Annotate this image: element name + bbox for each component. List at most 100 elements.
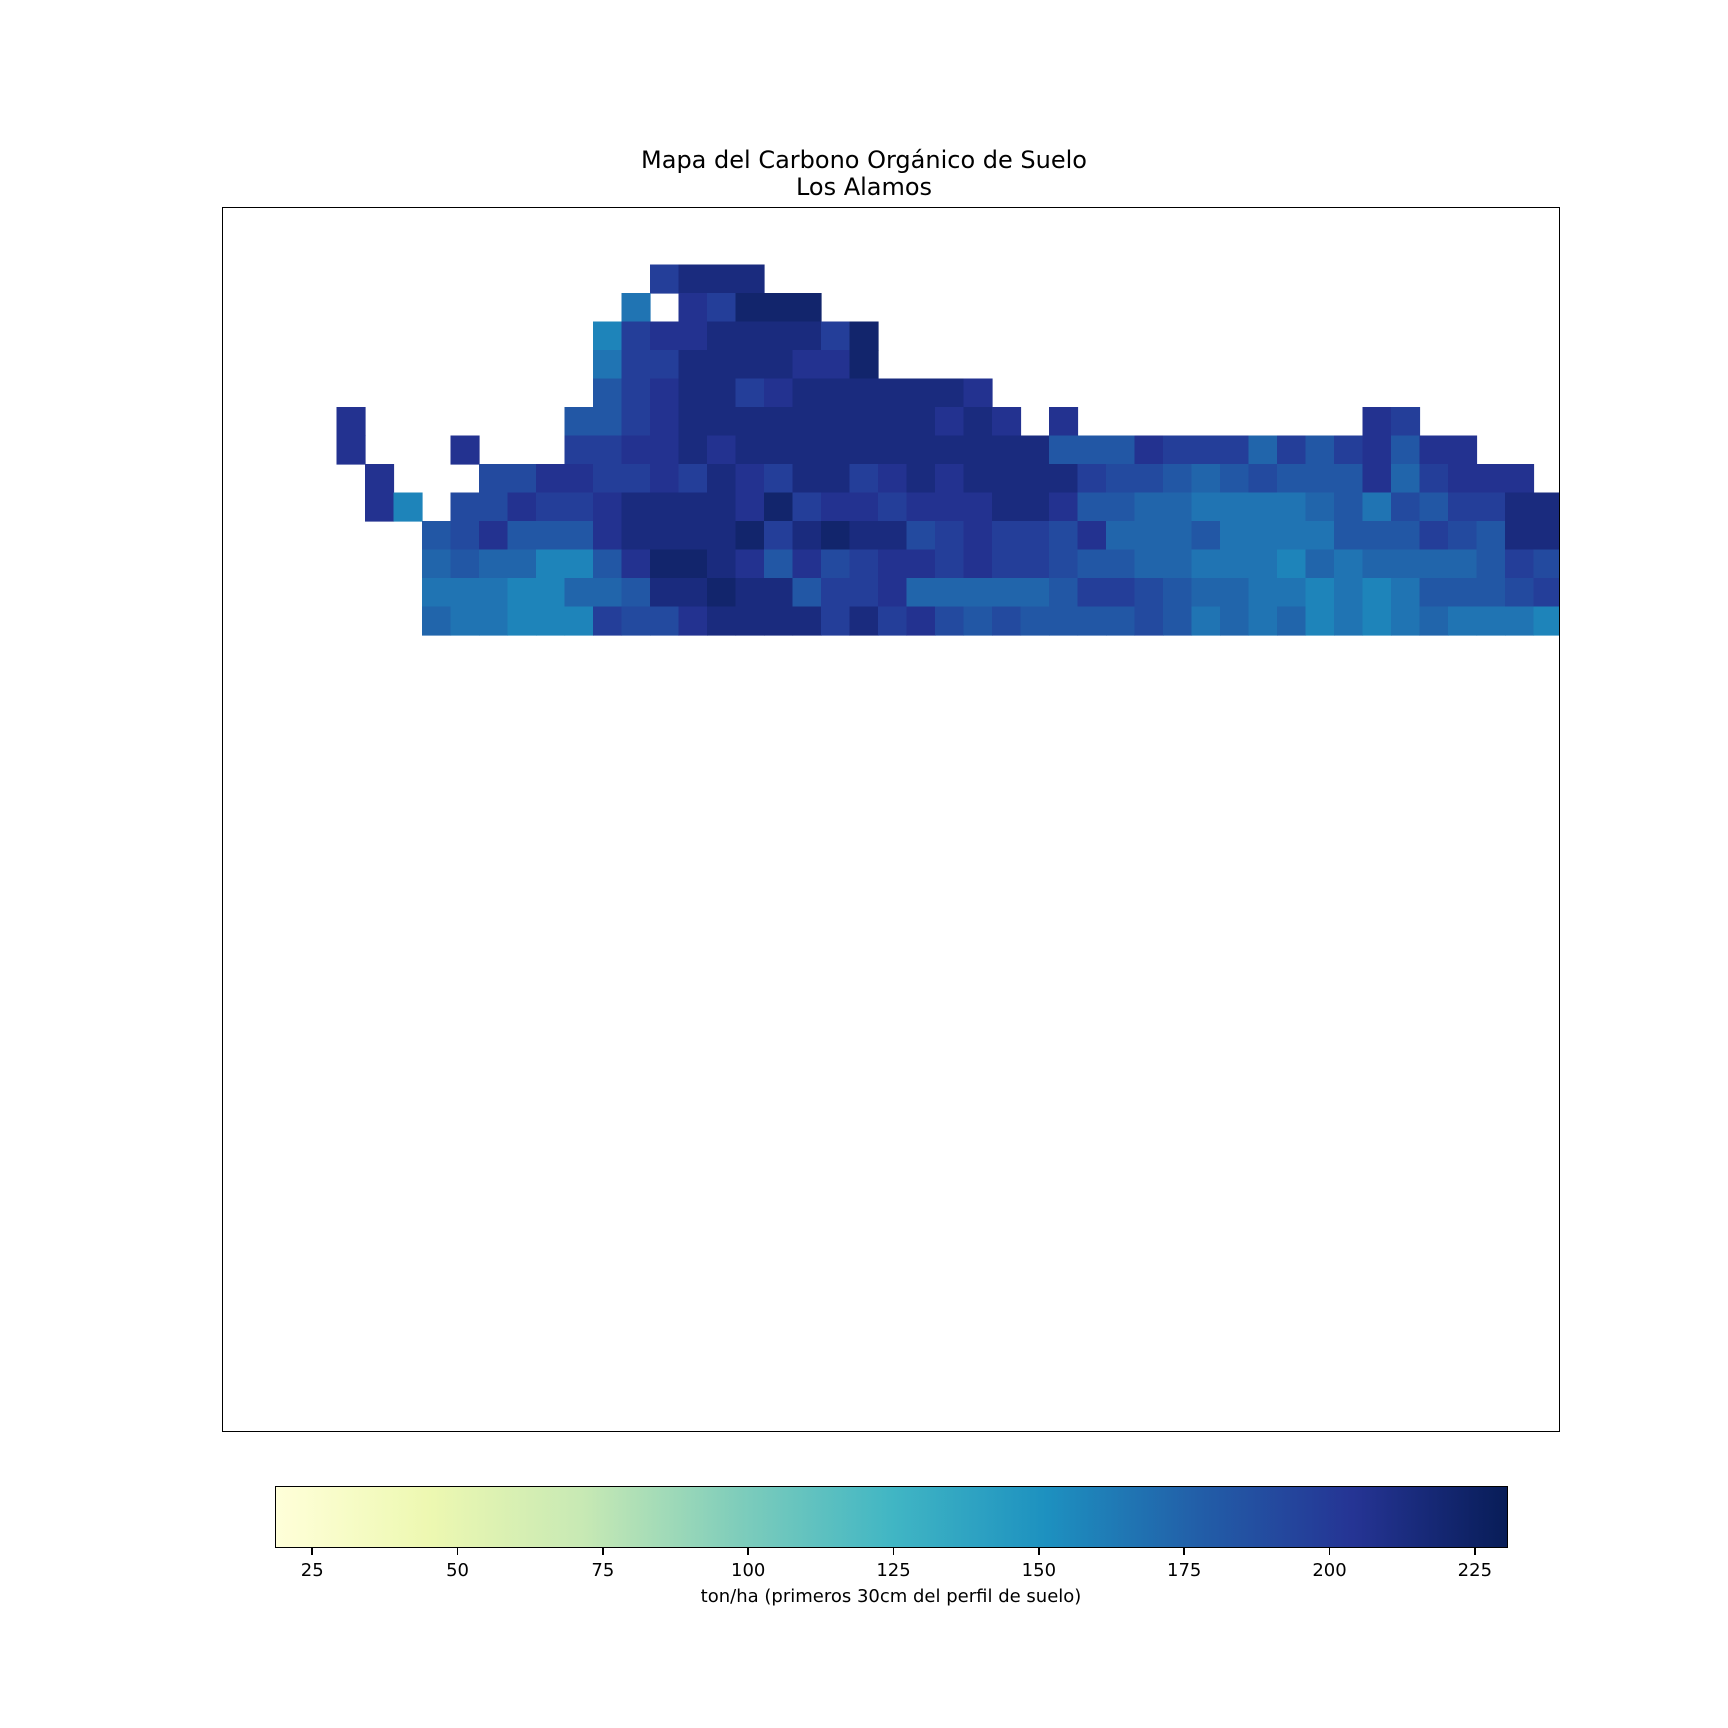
map-cell <box>450 521 480 551</box>
map-cell <box>1277 606 1307 636</box>
map-cell <box>1134 549 1164 579</box>
map-cell <box>593 378 623 408</box>
map-cell <box>621 293 651 323</box>
map-cell <box>1277 464 1307 494</box>
colorbar-tick-mark <box>747 1548 749 1555</box>
map-cell <box>678 378 708 408</box>
map-cell <box>906 492 936 522</box>
map-cell <box>821 492 851 522</box>
map-cell <box>1049 492 1079 522</box>
map-cell <box>564 492 594 522</box>
map-cell <box>906 521 936 551</box>
map-cell <box>621 350 651 380</box>
map-cell <box>764 293 794 323</box>
colorbar-tick-mark <box>1474 1548 1476 1555</box>
map-cell <box>1305 549 1335 579</box>
map-cell <box>906 578 936 608</box>
map-cell <box>621 549 651 579</box>
map-cell <box>849 578 879 608</box>
chart-title: Mapa del Carbono Orgánico de Suelo <box>641 146 1087 174</box>
map-cell <box>707 521 737 551</box>
map-cell <box>507 606 537 636</box>
map-cell <box>992 492 1022 522</box>
map-cell <box>1077 492 1107 522</box>
map-cell <box>792 378 822 408</box>
map-cell <box>479 578 509 608</box>
map-cell <box>849 321 879 351</box>
map-cell <box>1049 407 1079 437</box>
colorbar-tick-mark <box>1183 1548 1185 1555</box>
map-cell <box>1334 606 1364 636</box>
map-cell <box>792 549 822 579</box>
colorbar-tick-label: 75 <box>591 1560 615 1581</box>
map-cell <box>1020 578 1050 608</box>
map-cell <box>593 549 623 579</box>
map-cell <box>1106 578 1136 608</box>
map-cell <box>1533 492 1559 522</box>
map-cell <box>621 606 651 636</box>
map-cell <box>735 464 765 494</box>
map-cell <box>1191 521 1221 551</box>
map-cell <box>621 435 651 465</box>
map-cell <box>1106 549 1136 579</box>
map-cell <box>1049 578 1079 608</box>
colorbar-tick-mark <box>1328 1548 1331 1555</box>
colorbar-tick-label: 200 <box>1312 1560 1347 1581</box>
map-cell <box>1334 464 1364 494</box>
map-cell <box>935 492 965 522</box>
map-cell <box>450 435 480 465</box>
map-cell <box>1533 521 1559 551</box>
map-cell <box>507 578 537 608</box>
map-cell <box>735 435 765 465</box>
map-cell <box>792 492 822 522</box>
map-cell <box>593 321 623 351</box>
map-cell <box>1476 492 1506 522</box>
map-cell <box>450 578 480 608</box>
map-cell <box>650 264 680 294</box>
map-cell <box>1248 606 1278 636</box>
map-cell <box>1362 407 1392 437</box>
map-cell <box>1448 464 1478 494</box>
map-cell <box>792 407 822 437</box>
map-cell <box>707 264 737 294</box>
map-cell <box>678 549 708 579</box>
map-cell <box>821 435 851 465</box>
map-cell <box>935 464 965 494</box>
map-cell <box>1362 606 1392 636</box>
map-cell <box>564 407 594 437</box>
map-cell <box>1505 492 1535 522</box>
map-cell <box>1419 521 1449 551</box>
map-cell <box>849 492 879 522</box>
map-cell <box>1220 606 1250 636</box>
colorbar-label: ton/ha (primeros 30cm del perfil de suel… <box>700 1586 1082 1607</box>
map-cell <box>365 464 395 494</box>
map-cell <box>878 378 908 408</box>
map-cell <box>678 321 708 351</box>
map-cell <box>1476 549 1506 579</box>
map-cell <box>1077 606 1107 636</box>
map-cell <box>1106 492 1136 522</box>
map-cell <box>1049 464 1079 494</box>
colorbar-tick-mark <box>602 1548 604 1555</box>
map-cell <box>1362 464 1392 494</box>
colorbar-tick-label: 125 <box>876 1560 911 1581</box>
map-cell <box>1305 606 1335 636</box>
map-cell <box>735 378 765 408</box>
map-cell <box>621 492 651 522</box>
map-cell <box>450 549 480 579</box>
map-cell <box>707 293 737 323</box>
map-cell <box>1533 578 1559 608</box>
map-cell <box>1419 464 1449 494</box>
map-cell <box>735 293 765 323</box>
map-cell <box>707 435 737 465</box>
map-cell <box>1049 435 1079 465</box>
map-cell <box>1134 435 1164 465</box>
map-cell <box>878 492 908 522</box>
map-cell <box>1077 578 1107 608</box>
map-cell <box>735 492 765 522</box>
map-cell <box>393 492 423 522</box>
colorbar-tick-label: 100 <box>731 1560 766 1581</box>
map-cell <box>707 407 737 437</box>
map-cell <box>935 407 965 437</box>
map-cell <box>507 521 537 551</box>
